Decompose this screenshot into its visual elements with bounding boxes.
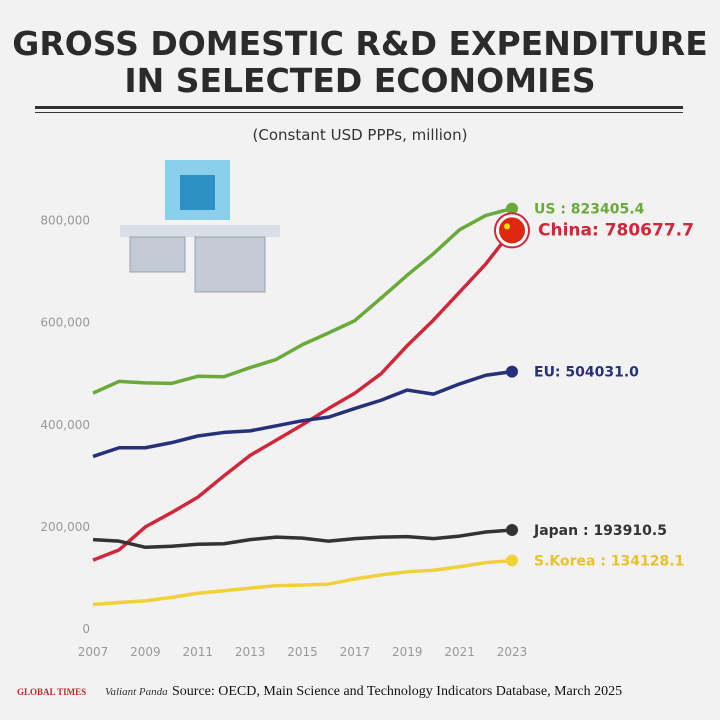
line <box>92 229 514 562</box>
y-tick-label: 800,000 <box>40 214 90 228</box>
x-tick-label: 2011 <box>182 645 213 659</box>
value-label: US : 823405.4 <box>534 202 645 218</box>
x-tick-label: 2023 <box>497 645 528 659</box>
end-point <box>506 202 518 215</box>
line <box>92 558 513 607</box>
x-tick-label: 2013 <box>235 645 266 659</box>
flag-star <box>504 223 510 230</box>
x-tick-label: 2015 <box>287 645 318 659</box>
x-tick-label: 2007 <box>78 645 109 659</box>
divider <box>35 106 683 109</box>
value-label: Japan : 193910.5 <box>533 523 667 539</box>
y-tick-label: 0 <box>82 622 90 636</box>
x-tick-label: 2017 <box>340 645 371 659</box>
chart-title: GROSS DOMESTIC R&D EXPENDITURE <box>12 24 708 63</box>
end-point <box>506 554 518 567</box>
logo: Valiant Panda <box>105 686 168 698</box>
x-tick-label: 2009 <box>130 645 161 659</box>
x-tick-label: 2019 <box>392 645 423 659</box>
line <box>92 206 513 395</box>
line <box>92 528 513 550</box>
source: Source: OECD, Main Science and Technolog… <box>172 684 622 699</box>
x-tick-label: 2021 <box>444 645 475 659</box>
line <box>92 369 513 459</box>
logo: GLOBAL TIMES <box>17 687 86 697</box>
y-tick-label: 200,000 <box>40 520 90 534</box>
lab-illustration <box>120 160 280 293</box>
value-label: EU: 504031.0 <box>534 365 639 381</box>
subtitle: (Constant USD PPPs, million) <box>253 126 468 144</box>
end-point <box>506 523 518 536</box>
value-label: S.Korea : 134128.1 <box>534 554 684 570</box>
flag <box>499 217 525 244</box>
y-tick-label: 600,000 <box>40 316 90 330</box>
chart-title: IN SELECTED ECONOMIES <box>124 61 595 100</box>
end-point <box>506 365 518 378</box>
value-label: China: 780677.7 <box>538 220 694 240</box>
divider <box>35 112 683 113</box>
y-tick-label: 400,000 <box>40 418 90 432</box>
